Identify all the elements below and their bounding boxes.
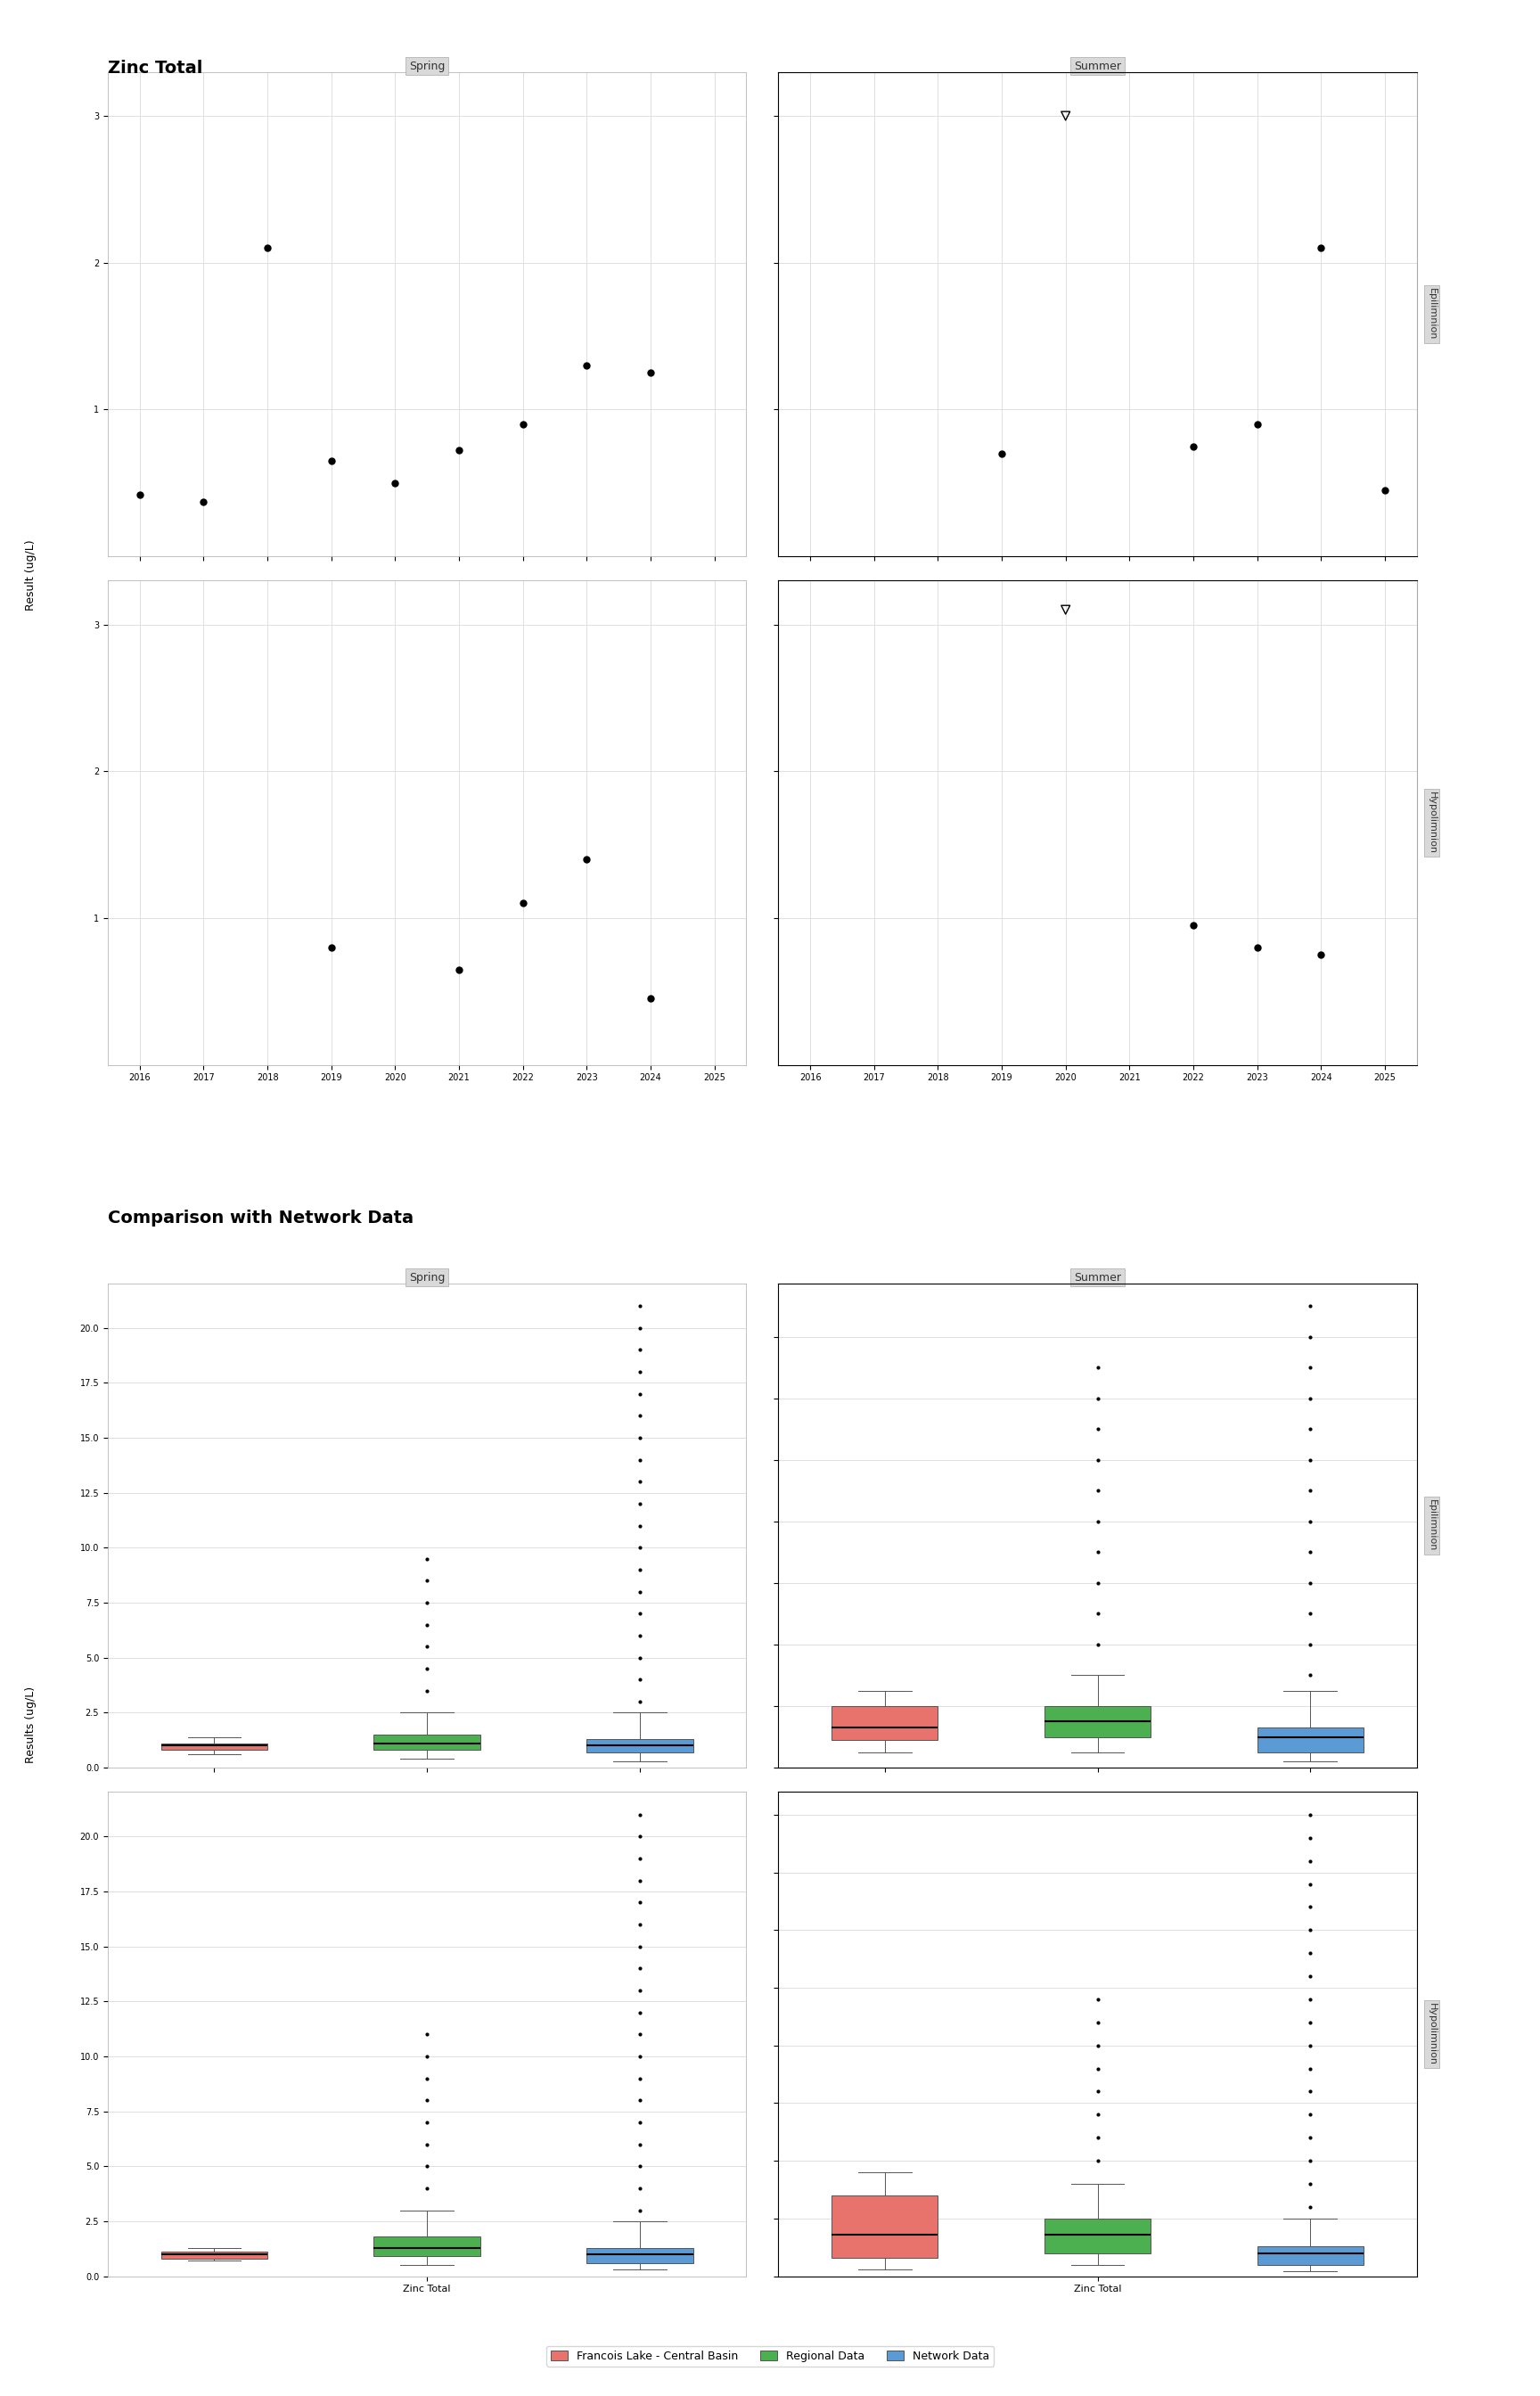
Point <box>1181 426 1206 465</box>
Text: Results (ug/L): Results (ug/L) <box>25 1687 37 1763</box>
PathPatch shape <box>587 2247 693 2262</box>
Point <box>1309 230 1334 268</box>
Legend: Francois Lake - Central Basin, Regional Data, Network Data: Francois Lake - Central Basin, Regional … <box>547 2346 993 2367</box>
Point <box>447 431 471 470</box>
PathPatch shape <box>832 2195 938 2257</box>
Point <box>989 434 1013 472</box>
Point <box>1244 927 1269 966</box>
PathPatch shape <box>162 2252 268 2259</box>
Point <box>447 951 471 990</box>
Point <box>1244 405 1269 443</box>
PathPatch shape <box>162 1744 268 1749</box>
Point <box>638 355 662 393</box>
Point <box>1309 934 1334 973</box>
Point <box>1372 472 1397 510</box>
Point <box>638 980 662 1018</box>
Point <box>1181 906 1206 944</box>
Point <box>511 884 536 922</box>
Point <box>319 441 343 479</box>
PathPatch shape <box>374 2235 480 2257</box>
Y-axis label: Hypolimnion: Hypolimnion <box>1428 2003 1437 2065</box>
Point <box>574 841 599 879</box>
PathPatch shape <box>587 1739 693 1751</box>
Text: Comparison with Network Data: Comparison with Network Data <box>108 1210 414 1227</box>
Title: Spring: Spring <box>410 1272 445 1284</box>
Title: Summer: Summer <box>1073 60 1121 72</box>
Y-axis label: Hypolimnion: Hypolimnion <box>1428 791 1437 853</box>
Y-axis label: Epilimnion: Epilimnion <box>1428 288 1437 340</box>
Point <box>191 482 216 520</box>
Point <box>1053 96 1078 134</box>
Y-axis label: Epilimnion: Epilimnion <box>1428 1500 1437 1553</box>
Point <box>256 230 280 268</box>
Point <box>319 927 343 966</box>
PathPatch shape <box>1257 2245 1363 2264</box>
PathPatch shape <box>374 1735 480 1749</box>
PathPatch shape <box>1257 1728 1363 1751</box>
PathPatch shape <box>1044 2219 1150 2252</box>
Title: Spring: Spring <box>410 60 445 72</box>
Point <box>128 474 152 513</box>
Point <box>1053 592 1078 630</box>
Point <box>511 405 536 443</box>
Point <box>574 347 599 386</box>
Title: Summer: Summer <box>1073 1272 1121 1284</box>
Point <box>383 465 408 503</box>
PathPatch shape <box>832 1706 938 1739</box>
Text: Zinc Total: Zinc Total <box>108 60 203 77</box>
Text: Result (ug/L): Result (ug/L) <box>25 539 37 611</box>
PathPatch shape <box>1044 1706 1150 1737</box>
